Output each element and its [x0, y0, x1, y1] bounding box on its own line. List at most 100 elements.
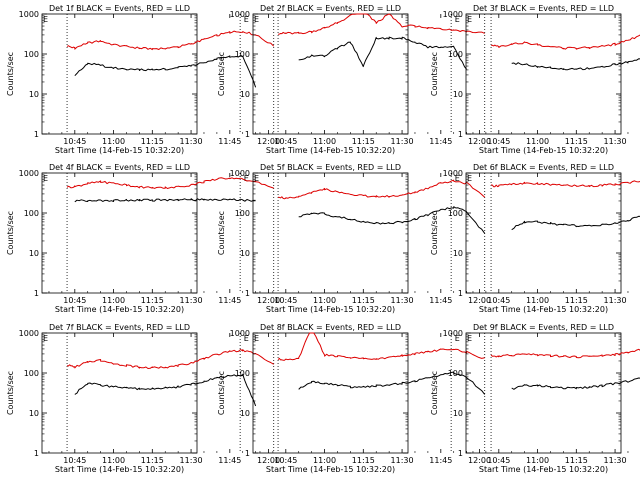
series-events-line [74, 55, 257, 88]
series-lld-line [490, 180, 640, 188]
y-tick-label: 10 [453, 409, 463, 418]
y-tick-label: 1 [245, 130, 250, 139]
x-tick-label: 11:30 [391, 296, 414, 305]
x-tick-label: 11:30 [604, 296, 627, 305]
x-tick-label: 11:45 [218, 296, 241, 305]
x-tick-label: 11:45 [429, 137, 452, 146]
x-tick-label: 11:00 [313, 456, 336, 465]
y-tick-label: 1000 [19, 10, 39, 19]
series-events-line [74, 198, 256, 203]
x-tick-label: 10:45 [487, 296, 510, 305]
y-tick-label: 100 [448, 50, 463, 59]
series-events-line [298, 371, 486, 395]
e-marker-label: E [43, 174, 48, 183]
panel-det-8: Det 8f BLACK = Events, RED = LLD 1 10 100 10… [217, 323, 491, 474]
panel-det-7: Det 7f BLACK = Events, RED = LLD 1 10 100 10… [6, 323, 280, 474]
plot-frame [41, 172, 198, 294]
series-lld-line [66, 349, 274, 369]
x-tick-label: 11:30 [604, 137, 627, 146]
plot-frame [252, 13, 409, 135]
x-tick-label: 11:00 [313, 137, 336, 146]
y-axis-label: Counts/sec [6, 211, 15, 255]
y-tick-label: 100 [24, 369, 39, 378]
e-marker-label: E [244, 334, 249, 343]
e-marker-label: E [467, 174, 472, 183]
x-tick-label: 12:00 [257, 137, 280, 146]
e-marker-label: E [467, 334, 472, 343]
x-tick-label: 11:15 [141, 456, 164, 465]
x-tick-label: 11:15 [565, 296, 588, 305]
e-marker-label: E [455, 334, 460, 343]
x-tick-label: 11:45 [218, 456, 241, 465]
y-axis-label: Counts/sec [6, 52, 15, 96]
e-marker-label: E [244, 174, 249, 183]
x-tick-label: 10:45 [63, 456, 86, 465]
y-tick-label: 1 [34, 130, 39, 139]
e-marker-label: E [455, 15, 460, 24]
x-tick-label: 10:45 [274, 296, 297, 305]
series-events-line [74, 373, 257, 407]
x-axis-label: Start Time (14-Feb-15 10:32:20) [266, 465, 395, 474]
x-tick-label: 11:30 [604, 456, 627, 465]
y-tick-label: 1000 [443, 169, 463, 178]
series-lld-line [490, 348, 640, 359]
y-axis-label: Counts/sec [430, 371, 439, 415]
panel-det-1: Det 1f BLACK = Events, RED = LLD 1 10 100 10… [6, 4, 280, 155]
panel-det-5: Det 5f BLACK = Events, RED = LLD 1 10 100 10… [217, 163, 491, 314]
x-axis-label: Start Time (14-Feb-15 10:32:20) [266, 305, 395, 314]
y-tick-label: 10 [240, 90, 250, 99]
y-tick-label: 1 [34, 449, 39, 458]
panel-det-9: Det 9f BLACK = Events, RED = LLD 1 10 100 10… [430, 323, 640, 474]
panel-det-6: Det 6f BLACK = Events, RED = LLD 1 10 100 10… [430, 163, 640, 314]
plot-frame [41, 332, 198, 454]
panel-det-3: Det 3f BLACK = Events, RED = LLD 1 10 100 10… [430, 4, 640, 155]
y-tick-label: 1 [34, 289, 39, 298]
y-tick-label: 1000 [19, 169, 39, 178]
x-tick-label: 11:00 [102, 296, 125, 305]
y-axis-label: Counts/sec [6, 371, 15, 415]
e-marker-label: E [455, 174, 460, 183]
y-axis-label: Counts/sec [217, 52, 226, 96]
y-tick-label: 100 [448, 209, 463, 218]
panel-title: Det 6f BLACK = Events, RED = LLD [473, 163, 614, 172]
panel-title: Det 3f BLACK = Events, RED = LLD [473, 4, 614, 13]
x-tick-label: 10:45 [487, 137, 510, 146]
y-tick-label: 100 [235, 50, 250, 59]
y-tick-label: 100 [448, 369, 463, 378]
y-tick-label: 1000 [230, 169, 250, 178]
x-tick-label: 10:45 [274, 456, 297, 465]
x-tick-label: 11:15 [565, 137, 588, 146]
x-tick-label: 10:45 [274, 137, 297, 146]
y-tick-label: 100 [24, 209, 39, 218]
x-tick-label: 11:15 [565, 456, 588, 465]
x-axis-label: Start Time (14-Feb-15 10:32:20) [479, 305, 608, 314]
x-axis-label: Start Time (14-Feb-15 10:32:20) [55, 465, 184, 474]
x-axis-label: Start Time (14-Feb-15 10:32:20) [266, 146, 395, 155]
y-tick-label: 10 [240, 249, 250, 258]
e-marker-label: E [254, 174, 259, 183]
series-events-line [511, 377, 640, 390]
series-events-line [511, 58, 640, 71]
y-tick-label: 10 [29, 409, 39, 418]
series-lld-line [491, 34, 640, 50]
x-tick-label: 11:00 [102, 137, 125, 146]
y-tick-label: 10 [453, 249, 463, 258]
x-tick-label: 12:00 [468, 456, 491, 465]
series-lld-line [277, 332, 485, 361]
x-tick-label: 12:00 [257, 456, 280, 465]
e-marker-label: E [244, 15, 249, 24]
x-tick-label: 11:30 [391, 137, 414, 146]
y-axis-label: Counts/sec [217, 371, 226, 415]
panel-title: Det 7f BLACK = Events, RED = LLD [49, 323, 190, 332]
x-tick-label: 11:30 [180, 456, 203, 465]
x-tick-label: 11:45 [218, 137, 241, 146]
panel-det-4: Det 4f BLACK = Events, RED = LLD 1 10 100 10… [6, 163, 280, 314]
series-lld-line [278, 179, 486, 200]
y-tick-label: 10 [453, 90, 463, 99]
y-tick-label: 10 [29, 249, 39, 258]
x-tick-label: 11:00 [526, 137, 549, 146]
y-tick-label: 100 [235, 369, 250, 378]
x-tick-label: 11:45 [429, 296, 452, 305]
plot-frame [465, 13, 622, 135]
x-tick-label: 12:00 [468, 296, 491, 305]
